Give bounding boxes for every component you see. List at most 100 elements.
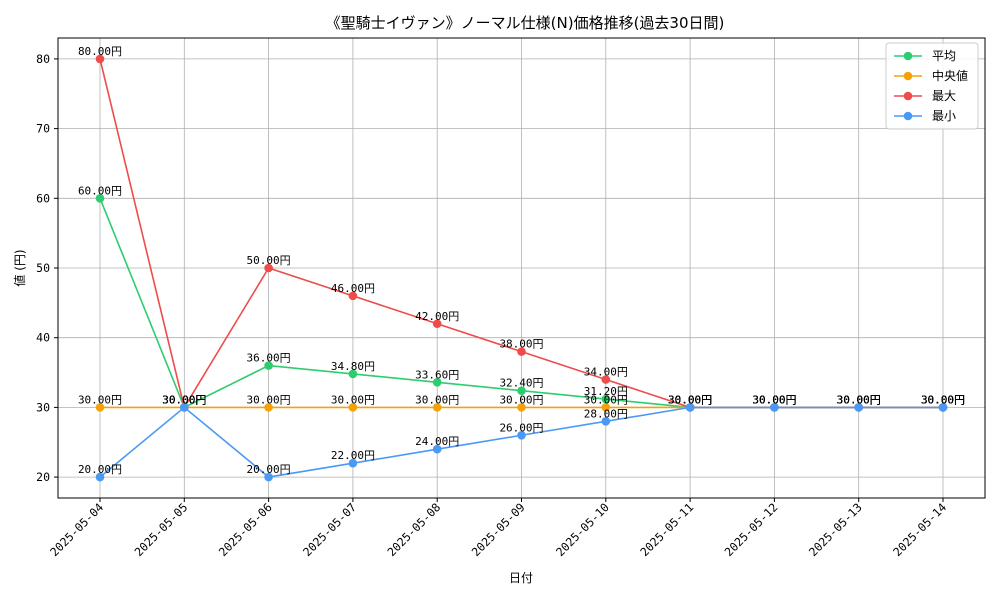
data-point (432, 378, 442, 387)
data-label: 30.00円 (752, 393, 796, 406)
data-point (264, 361, 273, 370)
data-label: 34.80円 (331, 360, 375, 373)
data-point (95, 403, 105, 412)
y-tick-label: 80 (36, 52, 50, 66)
legend-marker (903, 71, 913, 81)
data-label: 22.00円 (331, 449, 375, 462)
data-point (770, 403, 779, 412)
legend-box (885, 42, 979, 130)
data-label: 31.20円 (584, 385, 628, 398)
data-label: 30.00円 (921, 393, 965, 406)
data-point (348, 291, 358, 301)
data-label: 28.00円 (584, 407, 628, 420)
y-tick-label: 70 (36, 122, 50, 136)
data-label: 30.00円 (247, 393, 291, 406)
data-label: 30.00円 (921, 393, 965, 406)
data-label: 42.00円 (415, 310, 459, 323)
y-axis: 20 30 40 50 60 70 80 (36, 52, 58, 484)
data-label: 30.00円 (921, 393, 965, 406)
data-label: 30.00円 (499, 393, 543, 406)
data-point (95, 54, 105, 64)
data-point (348, 369, 358, 379)
data-label: 30.00円 (668, 393, 712, 406)
legend-label: 最小 (932, 109, 956, 123)
legend-marker (903, 111, 913, 121)
x-tick-label: 2025-05-12 (722, 500, 781, 559)
data-point (517, 430, 526, 440)
data-point (517, 386, 526, 395)
data-point (264, 263, 273, 273)
data-label: 30.00円 (331, 393, 375, 406)
data-point (601, 417, 611, 426)
y-tick-label: 60 (36, 191, 50, 205)
data-point (348, 403, 358, 412)
data-label: 32.40円 (499, 377, 543, 390)
x-tick-label: 2025-05-04 (47, 500, 106, 559)
data-label: 60.00円 (78, 184, 122, 197)
x-tick-label: 2025-05-14 (890, 500, 949, 559)
data-label: 30.00円 (415, 393, 459, 406)
data-label: 30.00円 (752, 393, 796, 406)
data-label: 30.00円 (162, 393, 206, 406)
legend-marker (903, 51, 913, 61)
data-point (432, 319, 442, 329)
x-tick-label: 2025-05-08 (384, 500, 443, 559)
data-label: 33.60円 (415, 368, 459, 381)
data-label: 30.00円 (837, 393, 881, 406)
data-label: 30.00円 (584, 393, 628, 406)
x-tick-label: 2025-05-13 (806, 500, 865, 559)
y-tick-label: 30 (36, 400, 50, 414)
data-label: 80.00円 (78, 45, 122, 58)
series-group (95, 54, 948, 482)
x-tick-label: 2025-05-05 (132, 500, 191, 559)
data-label: 26.00円 (499, 421, 543, 434)
x-tick-label: 2025-05-06 (216, 500, 275, 559)
chart-title: 《聖騎士イヴァン》ノーマル仕様(N)価格推移(過去30日間) (326, 14, 725, 32)
data-label: 30.00円 (668, 393, 712, 406)
x-tick-label: 2025-05-11 (637, 500, 696, 559)
data-point (264, 472, 273, 482)
data-point (432, 444, 442, 454)
x-axis: 2025-05-04 2025-05-05 2025-05-06 2025-05-07… (47, 498, 949, 559)
data-label: 20.00円 (247, 463, 291, 476)
data-label: 46.00円 (331, 282, 375, 295)
data-label: 30.00円 (162, 393, 206, 406)
data-labels: 60.00円 30.00円 36.00円 34.80円 33.60円 32.40円 31.2… (78, 45, 965, 476)
legend-marker (903, 91, 913, 101)
data-label: 30.00円 (837, 393, 881, 406)
data-point (264, 403, 273, 412)
data-label: 50.00円 (247, 254, 291, 267)
data-point (601, 403, 611, 412)
data-label: 24.00円 (415, 435, 459, 448)
legend-label: 平均 (932, 49, 956, 63)
x-tick-label: 2025-05-09 (469, 500, 528, 559)
data-label: 38.00円 (499, 338, 543, 351)
data-label: 30.00円 (837, 393, 881, 406)
y-axis-label: 値 (円) (12, 249, 27, 286)
data-label: 30.00円 (752, 393, 796, 406)
y-tick-label: 50 (36, 261, 50, 275)
data-label: 20.00円 (78, 463, 122, 476)
y-tick-label: 20 (36, 470, 50, 484)
data-point (517, 403, 526, 412)
x-tick-label: 2025-05-10 (553, 500, 612, 559)
data-label: 30.00円 (837, 393, 881, 406)
legend-label: 最大 (932, 89, 956, 103)
legend-label: 中央値 (932, 68, 968, 83)
data-point (95, 194, 105, 203)
data-label: 30.00円 (668, 393, 712, 406)
data-point (685, 403, 695, 412)
data-label: 30.00円 (921, 393, 965, 406)
data-point (517, 347, 526, 356)
data-point (432, 403, 442, 412)
data-label: 30.00円 (162, 393, 206, 406)
data-point (601, 394, 611, 404)
data-label: 30.00円 (668, 393, 712, 406)
data-point (348, 458, 358, 468)
data-point (938, 403, 948, 412)
x-tick-label: 2025-05-07 (300, 500, 359, 559)
data-label: 30.00円 (752, 393, 796, 406)
data-label: 34.00円 (584, 366, 628, 379)
